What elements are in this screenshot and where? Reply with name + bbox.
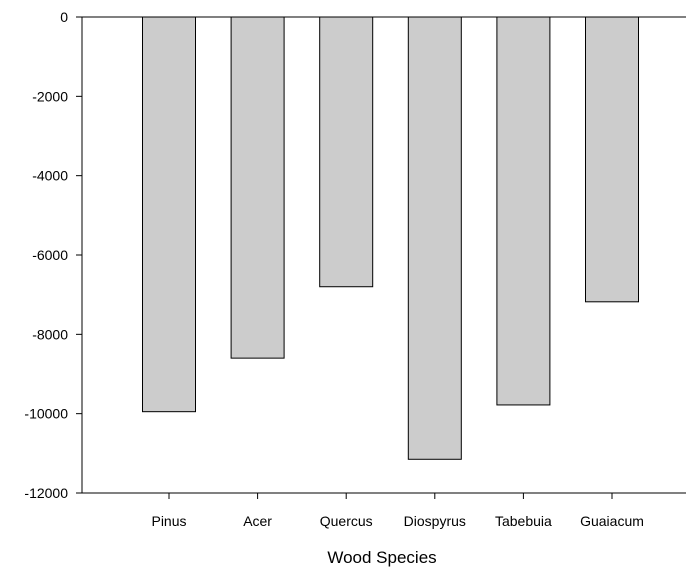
- bar-acer: [230, 16, 285, 359]
- y-tick-label: -8000: [32, 326, 68, 342]
- y-tick-label: -2000: [32, 88, 68, 104]
- y-axis-ticks: 0 -2000 -4000 -6000 -8000 -10000 -12000: [24, 9, 82, 501]
- bars: [142, 16, 639, 460]
- x-tick-label: Guaiacum: [580, 513, 644, 529]
- x-axis-ticks: Pinus Acer Quercus Diospyrus Tabebuia Guaiacu…: [151, 493, 644, 529]
- x-tick-label: Tabebuia: [495, 513, 552, 529]
- bar-tabebuia: [496, 16, 551, 406]
- bar-diospyrus: [407, 16, 462, 460]
- bar-quercus: [319, 16, 374, 288]
- y-tick-label: -6000: [32, 247, 68, 263]
- x-tick-label: Pinus: [151, 513, 186, 529]
- bar-pinus: [142, 16, 196, 413]
- bar-guaiacum: [585, 16, 639, 303]
- x-tick-label: Quercus: [320, 513, 373, 529]
- y-tick-label: -4000: [32, 168, 68, 184]
- x-tick-label: Diospyrus: [404, 513, 466, 529]
- y-tick-label: 0: [60, 9, 68, 25]
- x-axis-title: Wood Species: [327, 548, 436, 567]
- y-tick-label: -12000: [24, 485, 68, 501]
- x-tick-label: Acer: [243, 513, 272, 529]
- y-tick-label: -10000: [24, 406, 68, 422]
